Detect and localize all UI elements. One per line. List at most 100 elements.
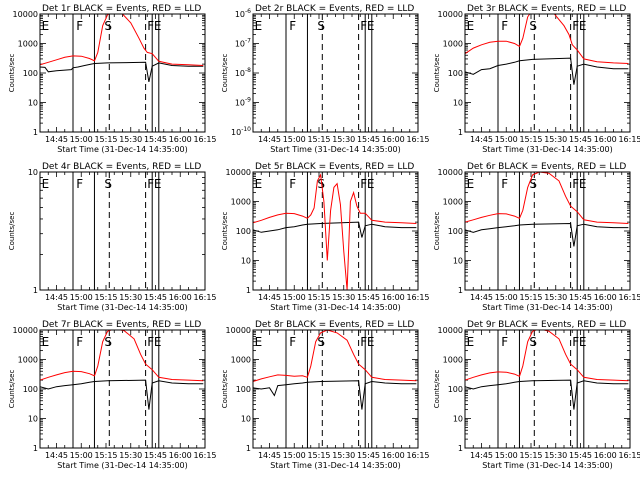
series-events-line [40, 379, 204, 410]
marker-label: E [42, 335, 50, 349]
x-tick-label: 15:00 [495, 451, 518, 460]
x-tick-label: 16:00 [382, 135, 405, 144]
panel-title: Det 9r BLACK = Events, RED = LLD [467, 320, 626, 330]
x-axis-label: Start Time (31-Dec-14 14:35:00) [270, 461, 401, 470]
x-tick-label: 15:15 [519, 135, 542, 144]
plot-frame [39, 13, 206, 133]
y-tick-label: 1000 [231, 356, 251, 365]
series-lld-line [40, 14, 204, 66]
x-tick-label: 15:15 [519, 293, 542, 302]
x-tick-label: 15:15 [519, 451, 542, 460]
y-tick-label: 10000 [13, 10, 38, 19]
y-tick-label: 10000 [438, 10, 463, 19]
marker-label: E [154, 335, 162, 349]
x-tick-label: 15:15 [94, 293, 117, 302]
x-axis-label: Start Time (31-Dec-14 14:35:00) [270, 145, 401, 154]
marker-label: F [360, 335, 367, 349]
y-tick-label: 10 [241, 415, 251, 424]
x-tick-label: 14:45 [470, 135, 493, 144]
y-tick-label: 10-6 [235, 8, 251, 19]
y-axis-label: Counts/sec [433, 54, 441, 93]
series-events-line [465, 57, 629, 85]
marker-label: F [147, 19, 154, 33]
y-axis-label: Counts/sec [8, 54, 16, 93]
marker-label: F [76, 19, 83, 33]
series-lld-line [40, 330, 204, 382]
x-tick-label: 15:30 [332, 135, 355, 144]
x-tick-label: 14:45 [470, 451, 493, 460]
x-tick-label: 14:45 [45, 293, 68, 302]
x-tick-label: 15:45 [144, 451, 167, 460]
x-tick-label: 14:45 [45, 451, 68, 460]
panel-det-7: Det 7r BLACK = Events, RED = LLD 1 10 100 10… [8, 320, 217, 470]
x-tick-label: 15:15 [94, 451, 117, 460]
y-tick-label: 1000 [443, 40, 463, 49]
marker-label: E [154, 177, 162, 191]
y-tick-label: 10 [28, 99, 38, 108]
series-lld-line [253, 330, 417, 382]
panel-det-3: Det 3r BLACK = Events, RED = LLD 1 10 100 10… [433, 4, 640, 154]
marker-label: E [255, 19, 263, 33]
y-tick-label: 100 [448, 69, 463, 78]
y-tick-label: 1 [33, 128, 38, 137]
panel-title: Det 1r BLACK = Events, RED = LLD [42, 4, 201, 14]
y-tick-label: 10 [28, 168, 38, 177]
x-tick-label: 15:45 [357, 135, 380, 144]
y-tick-label: 100 [23, 385, 38, 394]
y-tick-label: 10 [28, 415, 38, 424]
panel-det-9: Det 9r BLACK = Events, RED = LLD 1 10 100 10… [433, 320, 640, 470]
x-axis-label: Start Time (31-Dec-14 14:35:00) [57, 303, 188, 312]
y-tick-label: 1000 [443, 356, 463, 365]
x-tick-label: 14:45 [45, 135, 68, 144]
y-tick-label: 10-9 [235, 97, 251, 108]
marker-label: S [104, 19, 112, 33]
x-tick-label: 15:15 [307, 135, 330, 144]
series-events-line [465, 379, 629, 410]
panel-det-1: Det 1r BLACK = Events, RED = LLD 1 10 100 10… [8, 4, 217, 154]
series-group [465, 14, 629, 85]
x-tick-label: 16:15 [406, 451, 429, 460]
series-group [465, 172, 629, 247]
panel-title: Det 4r BLACK = Events, RED = LLD [42, 162, 201, 172]
panel-det-4: Det 4r BLACK = Events, RED = LLD 1 10 14:45… [8, 162, 217, 312]
marker-label: F [360, 19, 367, 33]
panel-title: Det 6r BLACK = Events, RED = LLD [467, 162, 626, 172]
x-tick-label: 15:00 [70, 451, 93, 460]
marker-label: E [367, 177, 375, 191]
x-tick-label: 15:00 [495, 135, 518, 144]
x-tick-label: 16:15 [618, 135, 640, 144]
marker-label: F [76, 335, 83, 349]
x-tick-label: 15:15 [307, 293, 330, 302]
marker-label: E [255, 177, 263, 191]
x-tick-label: 14:45 [258, 293, 281, 302]
y-tick-label: 10 [453, 99, 463, 108]
panel-det-5: Det 5r BLACK = Events, RED = LLD 1 10 100 10… [221, 162, 430, 312]
marker-label: F [147, 177, 154, 191]
x-tick-label: 15:30 [119, 135, 142, 144]
y-axis-label: Counts/sec [221, 54, 229, 93]
y-tick-label: 100 [448, 385, 463, 394]
x-tick-label: 15:30 [332, 451, 355, 460]
series-lld-line [465, 330, 629, 382]
series-lld-line [465, 172, 629, 224]
series-group [253, 173, 417, 290]
panel-title: Det 5r BLACK = Events, RED = LLD [255, 162, 414, 172]
marker-label: F [360, 177, 367, 191]
x-tick-label: 15:45 [569, 135, 592, 144]
marker-label: E [579, 335, 587, 349]
x-tick-label: 16:15 [193, 451, 216, 460]
y-tick-label: 10-7 [235, 38, 251, 49]
x-tick-label: 15:00 [283, 451, 306, 460]
y-axis-label: Counts/sec [221, 370, 229, 409]
x-tick-label: 16:15 [406, 293, 429, 302]
series-events-line [465, 222, 629, 247]
x-tick-label: 14:45 [258, 451, 281, 460]
marker-label: E [579, 19, 587, 33]
marker-label: F [501, 335, 508, 349]
y-tick-label: 100 [23, 69, 38, 78]
y-tick-label: 1 [458, 444, 463, 453]
plot-frame [464, 171, 631, 291]
marker-label: S [529, 177, 537, 191]
y-tick-label: 1 [458, 286, 463, 295]
